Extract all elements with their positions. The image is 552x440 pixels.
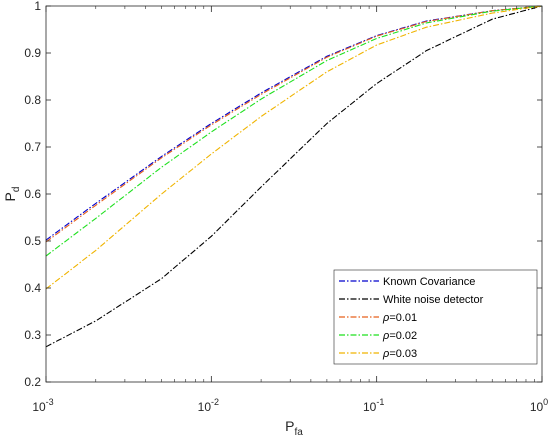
- x-tick-label: 10-1: [363, 397, 384, 414]
- x-tick-label: 10-3: [32, 397, 53, 414]
- series-line-1: [45, 5, 543, 348]
- legend: Known Covariance White noise detector ρ=0.…: [333, 269, 538, 365]
- x-axis-label: Pfa: [285, 418, 303, 438]
- y-tick-label: 0.7: [24, 140, 41, 154]
- series-layer: [45, 5, 543, 348]
- series-line-4: [45, 5, 543, 290]
- series-line-2: [45, 5, 543, 243]
- y-tick-label: 0.9: [24, 46, 41, 60]
- x-tick-label: 100: [530, 397, 548, 414]
- y-tick-label: 1: [34, 0, 41, 13]
- y-tick-label: 0.5: [24, 234, 41, 248]
- y-tick-label: 0.8: [24, 93, 41, 107]
- y-axis-label: Pd: [2, 187, 22, 202]
- legend-label-0: Known Covariance: [383, 276, 475, 288]
- y-tick-label: 0.4: [24, 281, 41, 295]
- y-tick-label: 0.3: [24, 328, 41, 342]
- legend-label-2: ρ=0.01: [382, 312, 417, 324]
- legend-label-4: ρ=0.03: [382, 348, 417, 360]
- y-tick-label: 0.2: [24, 375, 41, 389]
- ticks-layer: 0.2 0.3 0.4 0.5 0.6 0.7 0.8 0.9 1 10-3 10-2 10-1 100: [24, 0, 548, 414]
- legend-label-1: White noise detector: [383, 294, 484, 306]
- y-tick-label: 0.6: [24, 187, 41, 201]
- series-line-3: [45, 5, 543, 257]
- x-tick-label: 10-2: [198, 397, 219, 414]
- legend-label-3: ρ=0.02: [382, 330, 417, 342]
